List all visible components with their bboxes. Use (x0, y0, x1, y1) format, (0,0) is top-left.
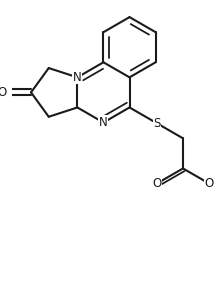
Text: N: N (99, 116, 108, 129)
Text: O: O (204, 177, 214, 190)
Text: O: O (152, 177, 162, 190)
Text: S: S (153, 117, 161, 130)
Text: O: O (0, 86, 7, 99)
Text: N: N (73, 71, 82, 84)
